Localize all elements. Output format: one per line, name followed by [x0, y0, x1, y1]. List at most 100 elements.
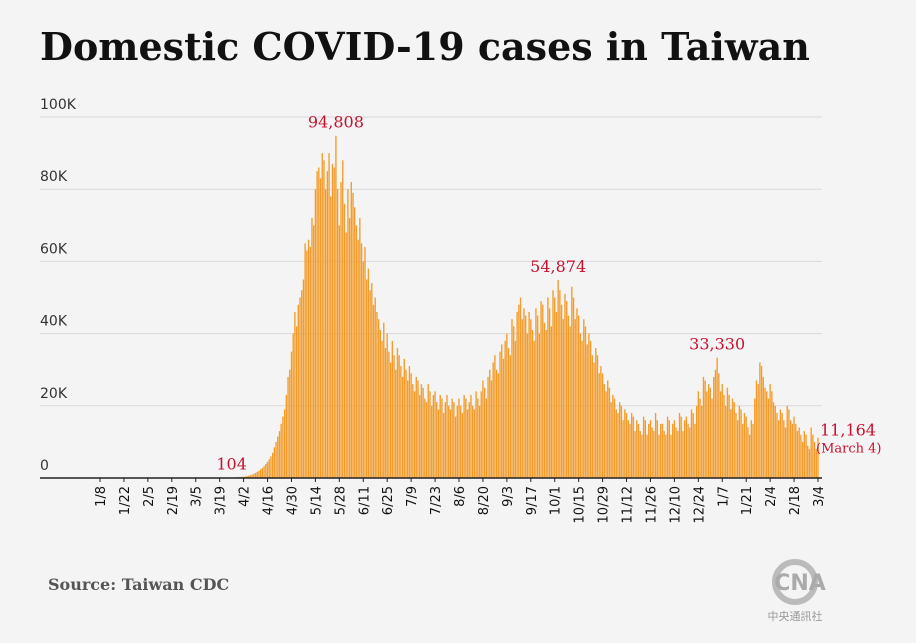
bar: [603, 384, 605, 478]
bar: [697, 391, 700, 478]
bar: [432, 394, 435, 478]
bar: [536, 315, 539, 478]
bar: [490, 380, 493, 478]
bar: [350, 181, 352, 479]
x-tick-label: 7/23: [429, 486, 444, 515]
bar: [617, 413, 619, 478]
bar: [381, 340, 383, 478]
annotation: 94,808: [308, 113, 364, 132]
bar: [326, 171, 329, 478]
bar: [292, 333, 294, 478]
annotation-note: (March 4): [816, 442, 881, 457]
x-tick-label: 11/12: [621, 486, 636, 523]
bar: [649, 420, 652, 478]
bar: [513, 326, 515, 478]
y-tick-label: 100K: [40, 97, 77, 113]
bar: [584, 326, 587, 478]
bar: [306, 250, 308, 478]
bar: [627, 420, 629, 478]
bar: [613, 398, 616, 478]
bar: [528, 311, 530, 478]
bar: [253, 473, 255, 478]
bar: [297, 304, 299, 478]
bar: [709, 387, 711, 478]
bar: [533, 340, 535, 478]
bar: [742, 423, 744, 478]
bar: [677, 431, 679, 478]
bar: [694, 423, 696, 478]
bar: [735, 413, 737, 478]
bar: [413, 391, 416, 478]
source: Source: Taiwan CDC: [48, 575, 229, 594]
bar: [543, 322, 546, 478]
bar: [542, 304, 544, 478]
bar: [519, 297, 522, 478]
x-tick-label: 5/14: [309, 486, 324, 515]
bar: [401, 376, 404, 478]
x-tick-label: 4/2: [238, 486, 253, 507]
bar: [294, 311, 296, 478]
bar: [707, 384, 710, 478]
bar: [678, 413, 681, 478]
x-tick-label: 3/4: [812, 486, 827, 507]
bar: [359, 218, 361, 478]
bar: [808, 449, 811, 478]
x-tick-label: 9/3: [501, 486, 516, 507]
bar: [711, 398, 713, 478]
bar: [342, 160, 344, 478]
bar: [263, 466, 265, 478]
bar: [328, 153, 330, 478]
bar: [810, 427, 812, 478]
bar: [451, 398, 453, 478]
bar: [470, 394, 472, 478]
x-tick-label: 6/11: [357, 486, 372, 515]
bar: [784, 427, 787, 478]
bar: [683, 420, 686, 478]
bar: [774, 405, 776, 478]
bar: [246, 476, 248, 478]
x-tick-label: 10/15: [573, 486, 588, 523]
bar: [256, 471, 258, 478]
bar: [663, 431, 665, 478]
bar: [766, 391, 768, 478]
bar: [376, 311, 378, 478]
bar: [646, 434, 648, 478]
bar: [492, 362, 494, 478]
bar: [340, 181, 342, 479]
bar: [706, 391, 708, 478]
x-tick-label: 2/4: [764, 486, 779, 507]
bar: [535, 308, 537, 478]
bar: [550, 326, 552, 478]
bar: [439, 394, 441, 478]
bar: [448, 405, 450, 478]
bar: [388, 351, 390, 478]
bar: [743, 413, 746, 478]
bar: [280, 423, 282, 478]
bar: [364, 246, 366, 478]
bar: [781, 413, 783, 478]
bar: [295, 326, 298, 478]
bar: [630, 413, 633, 478]
bar: [562, 319, 564, 478]
bar: [511, 319, 513, 478]
bar: [801, 441, 804, 478]
bar: [730, 409, 732, 478]
bar: [275, 441, 277, 478]
bar: [803, 431, 806, 478]
bar: [608, 387, 611, 478]
bar: [736, 420, 739, 478]
bar: [441, 398, 443, 478]
bar: [654, 413, 657, 478]
bar: [571, 286, 573, 478]
bar: [653, 431, 655, 478]
bar: [738, 405, 741, 478]
x-tick-label: 1/21: [740, 486, 755, 515]
bar: [424, 398, 426, 478]
bar: [699, 398, 701, 478]
bar: [547, 297, 549, 478]
bar: [576, 308, 578, 478]
bar: [685, 416, 688, 478]
bar: [689, 427, 691, 478]
x-tick-label: 4/16: [262, 486, 277, 515]
